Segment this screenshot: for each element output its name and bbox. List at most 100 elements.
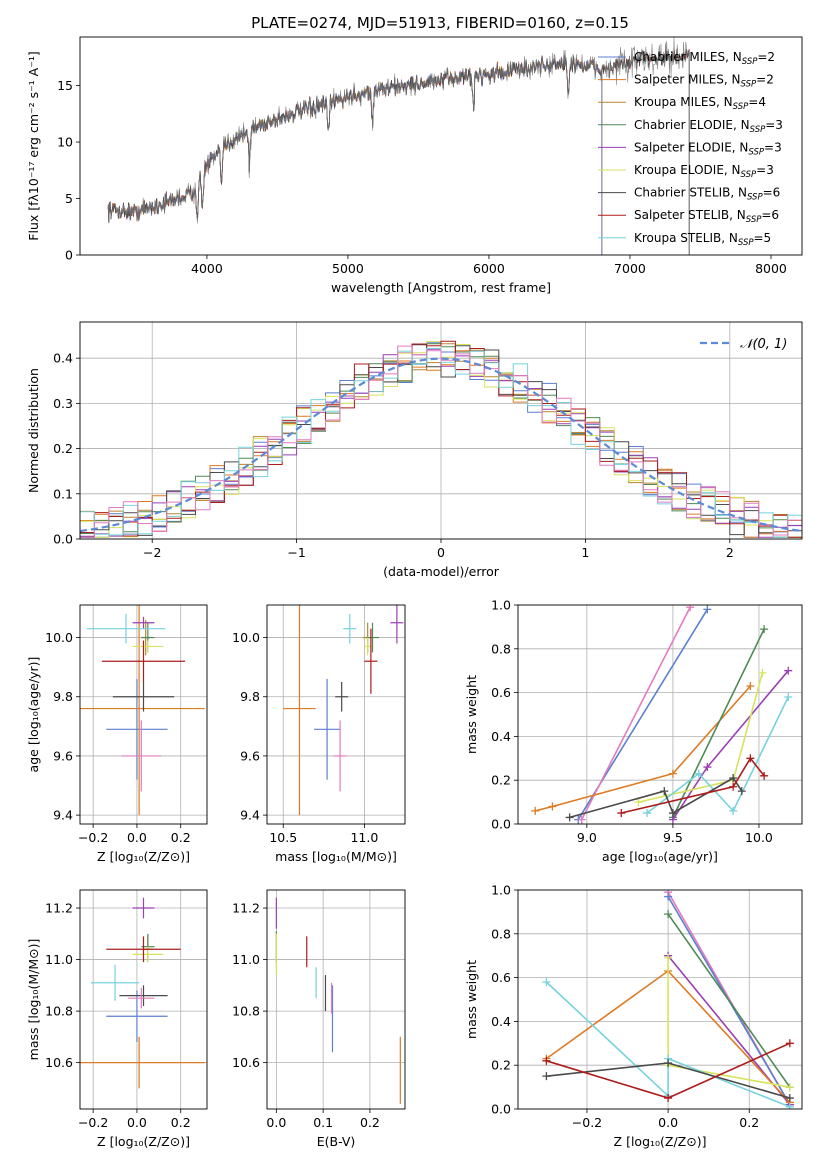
errorbar-point [283,605,316,816]
figure-title: PLATE=0274, MJD=51913, FIBERID=0160, z=0… [251,14,629,32]
errorbar-point [121,720,162,792]
y-tick-label: 9.4 [53,808,73,823]
series-point [542,1072,551,1081]
y-tick-label: 0.4 [491,1014,511,1029]
errorbar-point [364,637,371,656]
legend-entry: 𝒩(0, 1) [740,337,787,352]
spectrum-line [107,56,603,255]
y-tick-label: 9.6 [53,748,73,763]
x-axis-label: mass [log₁₀(M/M⊙)] [275,849,397,864]
legend: Chabrier MILES, NSSP=2 Salpeter MILES, NS… [598,50,783,248]
y-tick-label: 10.6 [232,1055,260,1070]
y-tick-label: 0.4 [53,351,73,366]
y-axis-label: Normed distribution [26,368,41,493]
errorbar-point [132,897,155,919]
axes-frame [517,889,803,1110]
weight-series [542,890,794,1109]
series-point [565,813,574,822]
y-tick-label: 0.4 [491,729,511,744]
x-tick-label: 0.0 [127,830,147,845]
axes-frame [79,889,208,1110]
spectrum-line [107,55,603,255]
x-tick-label: 0.2 [360,1115,380,1130]
y-tick-label: 15 [57,78,73,93]
y-tick-label: 10.8 [232,1004,260,1019]
x-tick-label: 9.0 [577,830,597,845]
series-point [746,754,755,763]
histogram-step [80,345,802,539]
series-point [737,787,746,796]
axes-frame [266,604,406,825]
x-tick-label: 2 [726,545,734,560]
series-line [646,696,789,814]
y-tick-label: 9.6 [240,748,260,763]
series-point [531,806,540,815]
errorbar-point [128,987,155,1009]
y-tick-label: 10.6 [45,1055,73,1070]
y-axis-label: mass weight [464,960,479,1039]
y-tick-label: 1.0 [491,598,511,613]
series-point [617,809,626,818]
series-point [785,1039,794,1048]
series-point [548,802,557,811]
legend-entry: Kroupa STELIB, NSSP=5 [634,231,771,248]
x-tick-label: 0.2 [739,1115,759,1130]
y-axis-label: mass weight [464,675,479,754]
series-point [729,774,738,783]
series-point [686,605,695,612]
x-tick-label: −0.2 [78,1115,108,1130]
legend-entry: Chabrier STELIB, NSSP=6 [634,186,780,203]
x-tick-label: −1 [287,545,305,560]
x-tick-label: 4000 [191,261,223,276]
y-tick-label: 10.0 [45,630,73,645]
x-axis-label: (data-model)/error [383,564,500,579]
y-tick-label: 0.8 [491,641,511,656]
x-tick-label: 0.2 [171,1115,191,1130]
y-tick-label: 0.2 [491,773,511,788]
y-tick-label: 10 [57,135,73,150]
weight-series [531,605,793,824]
chart-age-vs-Z: −0.2 0.0 0.2 9.4 9.6 9.8 10.0 Z [log₁₀(Z/Z⊙)] ag… [26,604,208,864]
spectrum-lines [107,37,690,255]
chart-mass-weight-vs-age: 9.0 9.5 10.0 0.0 0.2 0.4 0.6 0.8 1.0 age [log₁₀(a… [464,598,803,864]
legend-entry: Chabrier MILES, NSSP=2 [634,50,775,67]
errorbar-point [132,616,155,629]
series-line [580,606,691,820]
x-tick-label: 11.0 [350,830,378,845]
series-point [664,1059,673,1068]
y-tick-label: 11.2 [45,901,73,916]
series-point [542,977,551,986]
x-tick-label: 0.1 [313,1115,333,1130]
axes-frame [266,889,406,1110]
x-tick-label: 0.0 [266,1115,286,1130]
spectrum-line [107,56,603,255]
chart-mass-vs-ebv: 0.0 0.1 0.2 10.6 10.8 11.0 11.2 E(B-V) [232,889,406,1149]
spectrum-line [107,55,603,255]
chart-residuals: −2 −1 0 1 2 0.0 0.1 0.2 0.3 0.4 (data-model)/error… [26,321,803,579]
series-point [729,782,738,791]
legend-entry: Salpeter STELIB, NSSP=6 [634,208,779,225]
x-tick-label: 0 [437,545,445,560]
x-tick-label: 6000 [473,261,505,276]
chart-mass-weight-vs-Z: −0.2 0.0 0.2 0.0 0.2 0.4 0.6 0.8 1.0 Z [log₁₀(Z/Z… [464,883,803,1149]
chart-age-vs-mass: 10.5 11.0 9.4 9.6 9.8 10.0 mass [log₁₀(M/M⊙)] [232,604,406,864]
series-point [746,682,755,691]
errorbars [275,897,401,1104]
series-line [667,913,791,1088]
series-point [760,625,769,634]
errorbar-point [112,681,175,712]
errorbar-point [333,720,347,792]
x-tick-label: −0.2 [572,1115,602,1130]
legend-entry: Chabrier ELODIE, NSSP=3 [634,118,783,135]
series-point [542,1056,551,1065]
y-tick-label: 9.8 [240,689,260,704]
y-tick-label: 0.2 [53,441,73,456]
x-tick-label: 8000 [755,261,787,276]
y-tick-label: 0 [65,248,73,263]
errorbar-point [86,613,166,644]
x-tick-label: 5000 [332,261,364,276]
x-tick-label: 0.0 [127,1115,147,1130]
errorbar-point [106,678,168,780]
series-point [643,809,652,818]
